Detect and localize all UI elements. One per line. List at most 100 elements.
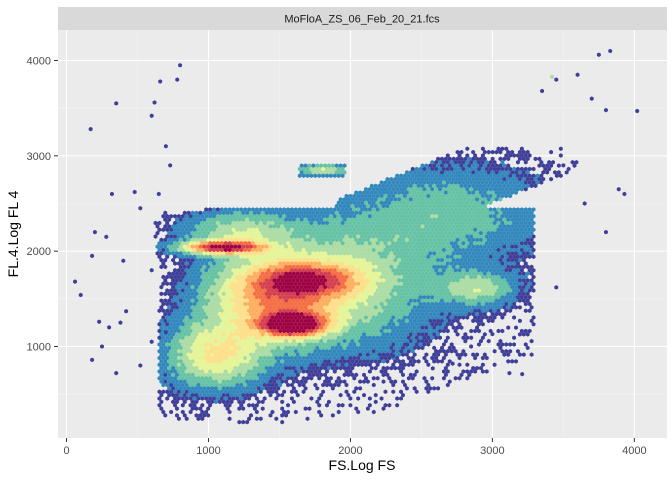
hex-cell: [202, 210, 207, 216]
hex-cell: [434, 227, 439, 232]
hex-cell: [420, 251, 425, 256]
hex-cell: [215, 234, 220, 239]
hex-cell: [319, 210, 324, 216]
hex-cell: [498, 176, 503, 182]
hex-cell: [157, 241, 162, 246]
hex-cell: [525, 237, 530, 243]
hex-cell: [385, 203, 390, 209]
hex-cell: [184, 220, 189, 226]
hex-cell: [480, 160, 485, 165]
hex-cell: [346, 203, 351, 209]
hex-cell: [484, 227, 489, 232]
hex-cell: [490, 237, 495, 243]
hex-cell: [362, 244, 366, 249]
hex-cell: [539, 180, 544, 185]
hex-cell: [416, 190, 421, 195]
hex-cell: [202, 217, 207, 222]
hex-cell: [416, 210, 421, 216]
hex-cell: [424, 170, 429, 175]
hex-cell: [215, 247, 220, 253]
hex-cell: [375, 207, 380, 212]
hex-cell: [397, 251, 402, 256]
hex-cell: [194, 224, 199, 229]
hex-cell: [319, 170, 324, 175]
hex-cell: [478, 156, 483, 162]
hex-cell: [223, 254, 228, 259]
hex-cell: [438, 200, 442, 205]
hex-cell: [251, 234, 255, 239]
hex-cell: [422, 227, 427, 232]
hex-cell: [362, 230, 366, 236]
hex-cell: [436, 183, 441, 189]
hex-cell: [387, 254, 392, 259]
hex-cell: [266, 234, 271, 239]
hex-cell: [373, 190, 378, 195]
hex-cell: [494, 170, 499, 175]
hex-cell: [403, 227, 407, 232]
hex-cell: [492, 160, 497, 165]
hex-cell: [496, 247, 501, 253]
hex-cell: [453, 180, 458, 185]
hex-cell: [360, 214, 365, 219]
hex-cell: [383, 180, 388, 185]
hex-cell: [430, 247, 435, 253]
hex-cell: [457, 160, 462, 165]
hex-cell: [221, 217, 226, 222]
hex-cell: [463, 217, 468, 222]
hex-cell: [260, 224, 265, 229]
hex-cell: [338, 237, 343, 243]
hex-cell: [182, 251, 187, 256]
hex-cell: [229, 210, 234, 216]
hex-cell: [235, 247, 240, 253]
hex-cell: [459, 210, 464, 216]
hex-cell: [482, 210, 487, 216]
hex-cell: [383, 193, 388, 199]
hex-cell: [299, 217, 304, 222]
hex-cell: [482, 237, 487, 243]
hex-cell: [502, 183, 507, 189]
hex-cell: [235, 241, 240, 246]
hex-cell: [459, 163, 464, 168]
hex-cell: [480, 173, 485, 178]
hex-cell: [233, 224, 238, 229]
hex-cell: [243, 227, 248, 232]
hex-cell: [404, 170, 409, 175]
hex-cell: [221, 251, 226, 256]
hex-cell: [356, 241, 361, 246]
hex-cell: [258, 227, 263, 232]
hex-cell: [330, 210, 335, 216]
hex-cell: [367, 207, 372, 212]
hex-cell: [249, 244, 253, 249]
hex-cell: [155, 224, 160, 229]
hex-cell: [367, 227, 372, 232]
hex-cell: [254, 220, 259, 226]
hex-cell: [379, 187, 384, 192]
hex-cell: [401, 176, 405, 182]
hex-cell: [399, 207, 403, 212]
hex-cell: [478, 230, 483, 236]
hex-cell: [262, 220, 267, 226]
hex-cell: [517, 230, 522, 236]
hex-cell: [459, 190, 464, 195]
hex-cell: [367, 193, 372, 199]
hex-cell: [186, 251, 191, 256]
hex-cell: [169, 247, 174, 253]
hex-cell: [260, 244, 265, 249]
hex-cell: [494, 230, 499, 236]
hex-cell: [465, 146, 470, 151]
hex-cell: [377, 251, 382, 256]
hex-cell: [247, 247, 252, 253]
hex-cell: [475, 190, 479, 195]
hex-cell: [523, 153, 528, 158]
hex-cell: [383, 227, 388, 232]
hex-cell: [237, 217, 242, 222]
hex-cell: [516, 166, 520, 172]
hex-cell: [449, 187, 454, 192]
hex-cell: [395, 220, 400, 226]
hex-cell: [426, 207, 431, 212]
hex-cell: [198, 224, 203, 229]
hex-cell: [239, 234, 244, 239]
hex-cell: [219, 227, 224, 232]
hex-cell: [330, 224, 335, 229]
hex-cell: [412, 224, 417, 229]
